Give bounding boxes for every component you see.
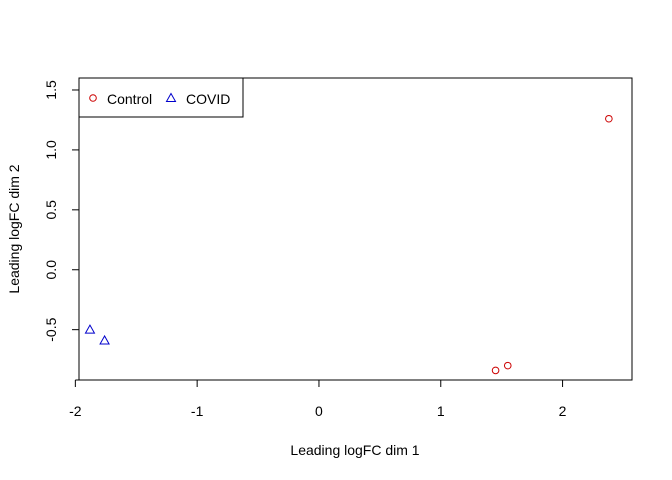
- point-control: [605, 114, 613, 123]
- legend-box: [78, 77, 244, 118]
- x-tick-label: -1: [191, 403, 204, 419]
- legend-control-label: Control: [107, 91, 152, 107]
- x-tick-label: 1: [437, 403, 445, 419]
- x-tick-label: -2: [69, 403, 82, 419]
- y-tick-label: 1.0: [43, 140, 59, 160]
- x-axis-label: Leading logFC dim 1: [290, 442, 419, 458]
- legend: Control COVID: [78, 77, 244, 118]
- y-tick-label: 1.5: [43, 80, 59, 100]
- point-control: [503, 361, 512, 370]
- y-axis-label: Leading logFC dim 2: [6, 164, 22, 293]
- plot-frame: [78, 77, 633, 381]
- point-covid: [84, 324, 96, 334]
- x-axis: -2 -1 0 1 2: [69, 379, 567, 419]
- y-axis: -0.5 0.0 0.5 1.0 1.5: [43, 80, 80, 342]
- point-covid: [99, 334, 110, 345]
- y-tick-label: 0.0: [43, 260, 59, 280]
- x-tick-label: 2: [559, 403, 567, 419]
- legend-control-marker: [89, 94, 97, 102]
- y-tick-label: -0.5: [43, 317, 59, 341]
- y-tick-label: 0.5: [43, 200, 59, 220]
- point-control: [491, 366, 500, 375]
- data-points: [84, 114, 613, 375]
- legend-covid-marker: [165, 92, 177, 102]
- legend-covid-label: COVID: [186, 91, 230, 107]
- x-tick-label: 0: [315, 403, 323, 419]
